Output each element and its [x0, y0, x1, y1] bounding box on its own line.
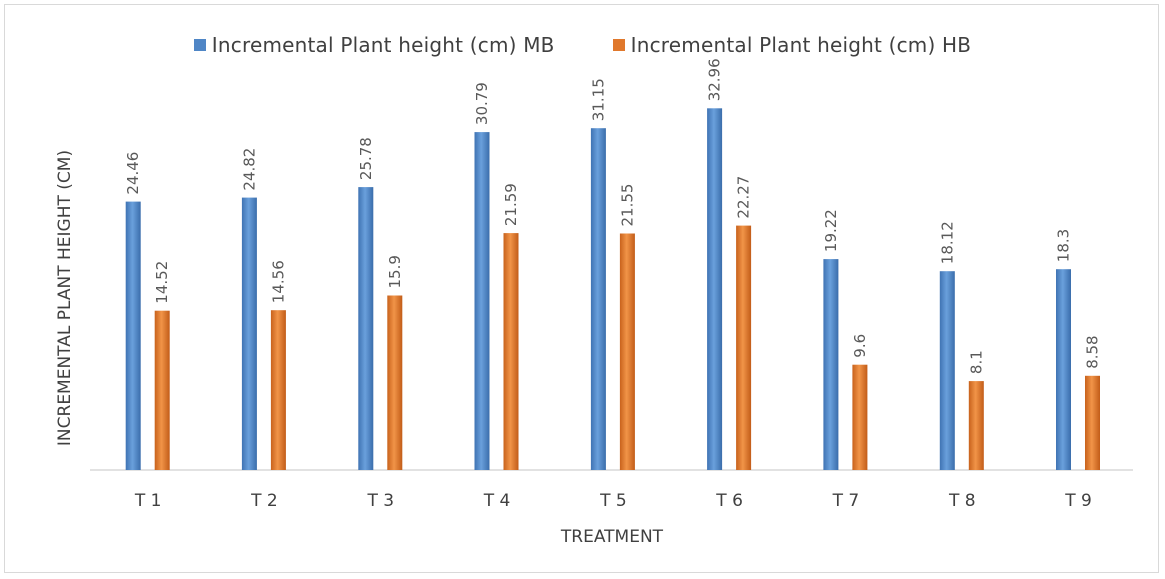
x-tick-label-3: T 3	[366, 491, 394, 511]
data-label-hb-4: 21.59	[502, 183, 520, 226]
legend-swatch-hb	[612, 39, 625, 51]
bar-mb-1	[125, 201, 141, 470]
data-label-mb-1: 24.46	[124, 152, 142, 195]
bars-group	[125, 108, 1100, 471]
data-label-mb-4: 30.79	[473, 82, 491, 125]
x-tick-label-6: T 6	[715, 491, 743, 511]
x-tick-label-2: T 2	[250, 491, 278, 511]
data-label-hb-7: 9.6	[851, 334, 869, 358]
data-label-mb-7: 19.22	[822, 209, 840, 252]
bar-hb-1	[154, 310, 170, 470]
bar-mb-5	[590, 128, 606, 470]
x-tick-label-9: T 9	[1064, 491, 1092, 511]
x-tick-label-8: T 8	[948, 491, 976, 511]
bar-hb-2	[270, 310, 286, 470]
data-label-hb-2: 14.56	[269, 260, 287, 303]
bar-mb-7	[823, 259, 839, 470]
chart-frame	[4, 4, 1159, 573]
data-label-mb-8: 18.12	[938, 221, 956, 264]
data-label-mb-6: 32.96	[706, 58, 724, 101]
bar-hb-8	[968, 381, 984, 470]
data-label-hb-9: 8.58	[1084, 335, 1102, 368]
legend-item-mb: Incremental Plant height (cm) MB	[193, 33, 555, 57]
data-label-hb-3: 15.9	[386, 255, 404, 288]
bar-mb-4	[474, 132, 490, 470]
data-labels-group: 24.46 14.52 24.82 14.56 25.78 15.9 30.79 21.59 3…	[124, 58, 1101, 374]
bar-mb-9	[1056, 269, 1071, 470]
data-label-hb-5: 21.55	[618, 184, 636, 227]
bar-hb-4	[503, 233, 519, 470]
bar-mb-3	[358, 187, 374, 470]
data-label-hb-1: 14.52	[153, 261, 171, 304]
y-axis-title: INCREMENTAL PLANT HEIGHT (CM)	[55, 150, 75, 446]
bar-hb-7	[852, 364, 868, 470]
bar-mb-2	[241, 197, 257, 470]
bar-mb-6	[707, 108, 723, 471]
data-label-mb-2: 24.82	[240, 148, 258, 191]
bar-hb-3	[387, 295, 403, 470]
bar-hb-6	[736, 225, 752, 470]
legend-label-mb: Incremental Plant height (cm) MB	[211, 33, 555, 57]
x-tick-label-1: T 1	[134, 491, 162, 511]
bar-hb-9	[1085, 375, 1100, 470]
legend-label-hb: Incremental Plant height (cm) HB	[630, 33, 972, 57]
bar-hb-5	[619, 233, 635, 470]
data-label-hb-6: 22.27	[735, 176, 753, 219]
x-tick-label-5: T 5	[599, 491, 627, 511]
data-label-mb-5: 31.15	[589, 78, 607, 121]
data-label-mb-9: 18.3	[1055, 229, 1073, 262]
legend-item-hb: Incremental Plant height (cm) HB	[612, 33, 972, 57]
x-tick-label-4: T 4	[483, 491, 511, 511]
chart-legend: Incremental Plant height (cm) MB Increme…	[0, 30, 1165, 60]
data-label-mb-3: 25.78	[357, 137, 375, 180]
x-tick-labels-group: T 1 T 2 T 3 T 4 T 5 T 6 T 7 T 8 T 9	[134, 491, 1092, 511]
x-axis-title: TREATMENT	[560, 527, 664, 547]
legend-swatch-mb	[193, 39, 206, 51]
x-tick-label-7: T 7	[832, 491, 860, 511]
bar-mb-8	[939, 271, 955, 470]
data-label-hb-8: 8.1	[967, 350, 985, 374]
